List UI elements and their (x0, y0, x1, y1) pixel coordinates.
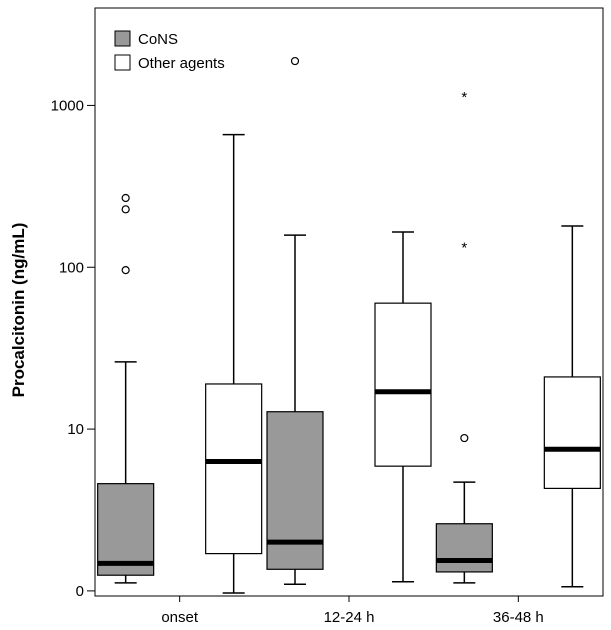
plot-layer: 0 10 100 1000 onset 12-24 h 36-48 h * * (51, 7, 604, 626)
outlier-circle-series-0-group-0-0 (121, 266, 130, 275)
legend-swatch-other-agents (114, 54, 131, 71)
outlier-star-series-0-group-2-2: * (461, 89, 467, 106)
box-series-1-group-0 (205, 383, 263, 555)
y-tick-label-2: 100 (59, 259, 84, 276)
outlier-circle-series-0-group-0-2 (121, 193, 130, 203)
y-tick-label-3: 1000 (51, 97, 84, 114)
box-series-0-group-2 (435, 523, 493, 573)
y-axis-label: Procalcitonin (ng/mL) (9, 223, 28, 398)
x-tick-label-2: 36-48 h (493, 609, 544, 626)
x-tick-label-1: 12-24 h (324, 609, 375, 626)
box-series-1-group-2 (543, 376, 601, 489)
legend-label-other-agents: Other agents (138, 55, 225, 72)
outlier-circle-series-0-group-2-0 (460, 433, 469, 443)
outlier-circle-series-0-group-1-0 (290, 56, 300, 66)
outlier-star-series-0-group-2-1: * (461, 240, 467, 257)
box-series-0-group-0 (97, 483, 155, 576)
x-tick-label-0: onset (161, 609, 199, 626)
outlier-circle-series-0-group-0-1 (121, 205, 130, 214)
legend: CoNS Other agents (114, 30, 225, 72)
box-series-1-group-1 (374, 302, 432, 467)
plot-frame (94, 7, 604, 597)
legend-swatch-cons (114, 30, 131, 47)
y-tick-label-0: 0 (76, 583, 84, 600)
y-tick-label-1: 10 (67, 421, 84, 438)
box-series-0-group-1 (266, 411, 324, 570)
legend-label-cons: CoNS (138, 31, 178, 48)
